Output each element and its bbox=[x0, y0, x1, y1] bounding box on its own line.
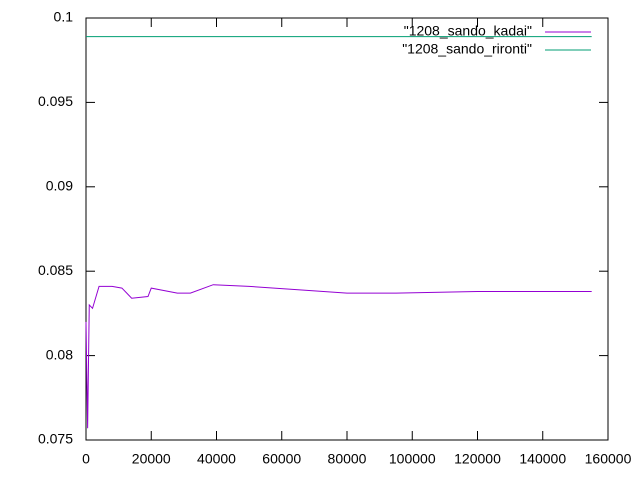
x-tick-label: 100000 bbox=[389, 451, 436, 467]
x-tick-label: 20000 bbox=[132, 451, 171, 467]
x-tick-label: 140000 bbox=[519, 451, 566, 467]
y-tick-label: 0.075 bbox=[38, 431, 73, 447]
y-tick-label: 0.09 bbox=[46, 178, 73, 194]
x-tick-label: 60000 bbox=[262, 451, 301, 467]
plot-border bbox=[85, 17, 609, 441]
legend-label: "1208_sando_kadai" bbox=[404, 23, 532, 39]
x-tick-label: 120000 bbox=[454, 451, 501, 467]
x-tick-label: 0 bbox=[82, 451, 90, 467]
x-tick-label: 160000 bbox=[585, 451, 632, 467]
x-tick-label: 40000 bbox=[197, 451, 236, 467]
data-line bbox=[85, 284, 592, 429]
y-tick-label: 0.085 bbox=[38, 262, 73, 278]
y-tick-label: 0.08 bbox=[46, 346, 73, 362]
y-tick-label: 0.1 bbox=[54, 9, 74, 25]
legend-label: "1208_sando_rironti" bbox=[402, 41, 532, 57]
y-tick-label: 0.095 bbox=[38, 93, 73, 109]
x-tick-label: 80000 bbox=[328, 451, 367, 467]
